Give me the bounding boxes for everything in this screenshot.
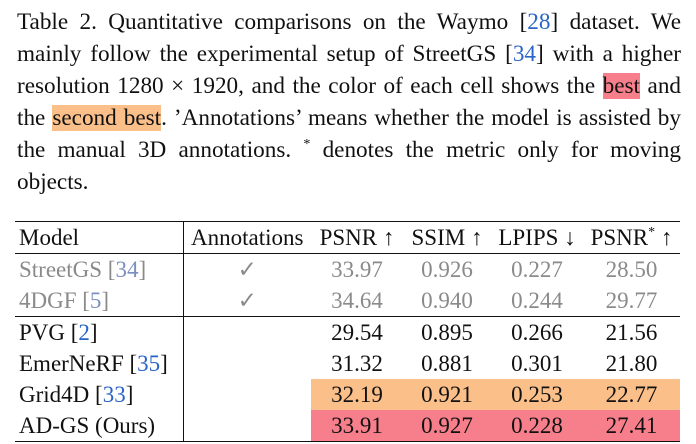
caption-text: Table 2. Quantitative comparisons on the…: [17, 9, 528, 35]
header-psnr-moving-label: PSNR: [590, 225, 649, 250]
model-name: Grid4D [: [19, 382, 103, 407]
model-cell: 4DGF [5]: [15, 285, 184, 317]
citation-link[interactable]: 35: [137, 351, 161, 376]
table-row-pvg: PVG [2] 29.54 0.895 0.266 21.56: [15, 316, 680, 349]
model-cell: AD-GS (Ours): [15, 410, 184, 442]
table-header-row: Model Annotations PSNR ↑ SSIM ↑ LPIPS ↓ …: [15, 221, 680, 254]
model-name: 4DGF [: [19, 288, 90, 313]
table-caption: Table 2. Quantitative comparisons on the…: [17, 6, 681, 198]
bracket: ]: [125, 382, 134, 407]
citation-link[interactable]: 5: [89, 288, 102, 313]
citation-link[interactable]: 33: [102, 382, 126, 407]
annotations-cell: [183, 317, 311, 349]
citation-link[interactable]: 34: [115, 257, 139, 282]
model-cell: Grid4D [33]: [15, 379, 184, 410]
annotations-cell: [183, 410, 311, 442]
model-name: PVG [: [19, 320, 79, 345]
caption-text: and the: [17, 73, 682, 131]
bracket: ]: [160, 351, 168, 376]
lpips-cell: 0.244: [511, 288, 563, 313]
psnr-moving-cell: 21.80: [605, 351, 658, 376]
results-table: Model Annotations PSNR ↑ SSIM ↑ LPIPS ↓ …: [15, 221, 680, 442]
table-row-grid4d: Grid4D [33] 32.19 0.921 0.253 22.77: [15, 379, 680, 410]
header-model: Model: [15, 221, 184, 254]
header-ssim: SSIM ↑: [411, 225, 483, 250]
ssim-cell: 0.881: [421, 351, 473, 376]
model-name: EmerNeRF [: [19, 351, 138, 376]
model-name: AD-GS (Ours): [19, 413, 156, 438]
caption-text: denotes the metric only for moving objec…: [17, 137, 681, 195]
lpips-cell-best: 0.228: [491, 410, 583, 442]
model-cell: StreetGS [34]: [15, 253, 184, 285]
asterisk-superscript: *: [303, 137, 311, 152]
psnr-cell-second-best: 32.19: [311, 379, 403, 410]
ssim-cell: 0.926: [421, 257, 473, 282]
psnr-moving-cell: 28.50: [605, 257, 658, 282]
psnr-cell-best: 33.91: [311, 410, 403, 442]
bracket: ]: [89, 320, 98, 345]
caption-text: ] with a higher resolution 1280 × 1920, …: [17, 41, 681, 99]
header-psnr-moving: PSNR* ↑: [583, 222, 680, 254]
header-asterisk: *: [648, 225, 656, 240]
citation-link[interactable]: 28: [527, 9, 551, 35]
psnr-cell: 34.64: [331, 288, 383, 313]
table-row-emernerf: EmerNeRF [35] 31.32 0.881 0.301 21.80: [15, 348, 680, 379]
caption-text: . ’Annotations’ means whether the model …: [17, 105, 681, 163]
citation-link[interactable]: 34: [512, 41, 537, 67]
bracket: ]: [101, 288, 110, 313]
annotations-check: ✓: [237, 257, 257, 282]
header-annotations: Annotations: [191, 225, 304, 250]
lpips-cell: 0.227: [511, 257, 563, 282]
psnr-moving-cell-second-best: 22.77: [583, 379, 680, 410]
caption-text: ] dataset. We mainly follow the experime…: [17, 9, 682, 67]
lpips-cell-second-best: 0.253: [491, 379, 583, 410]
table-row-4dgf: 4DGF [5] ✓ 34.64 0.940 0.244 29.77: [15, 285, 680, 317]
model-cell: PVG [2]: [15, 316, 184, 348]
header-lpips: LPIPS ↓: [498, 225, 576, 250]
annotations-check: ✓: [237, 288, 257, 313]
model-cell: EmerNeRF [35]: [15, 348, 184, 379]
lpips-cell: 0.301: [511, 351, 563, 376]
ssim-cell: 0.940: [421, 288, 473, 313]
table-row-streetgs: StreetGS [34] ✓ 33.97 0.926 0.227 28.50: [15, 253, 680, 285]
psnr-moving-cell: 21.56: [605, 320, 658, 345]
second-best-highlight-legend: second best: [52, 105, 162, 131]
lpips-cell: 0.266: [511, 320, 563, 345]
annotations-cell: [183, 379, 311, 410]
psnr-moving-cell-best: 27.41: [583, 410, 680, 442]
psnr-moving-cell: 29.77: [605, 288, 658, 313]
citation-link[interactable]: 2: [78, 320, 90, 345]
header-psnr: PSNR ↑: [319, 225, 395, 250]
bracket: ]: [138, 257, 147, 282]
header-arrow: ↑: [655, 225, 673, 250]
model-name: StreetGS [: [19, 257, 116, 282]
ssim-cell-best: 0.927: [403, 410, 491, 442]
table-row-adgs-ours: AD-GS (Ours) 33.91 0.927 0.228 27.41: [15, 410, 680, 442]
annotations-cell: [183, 348, 311, 379]
psnr-cell: 33.97: [331, 257, 383, 282]
best-highlight-legend: best: [602, 73, 640, 99]
ssim-cell-second-best: 0.921: [403, 379, 491, 410]
psnr-cell: 31.32: [331, 351, 383, 376]
psnr-cell: 29.54: [331, 320, 383, 345]
ssim-cell: 0.895: [421, 320, 473, 345]
